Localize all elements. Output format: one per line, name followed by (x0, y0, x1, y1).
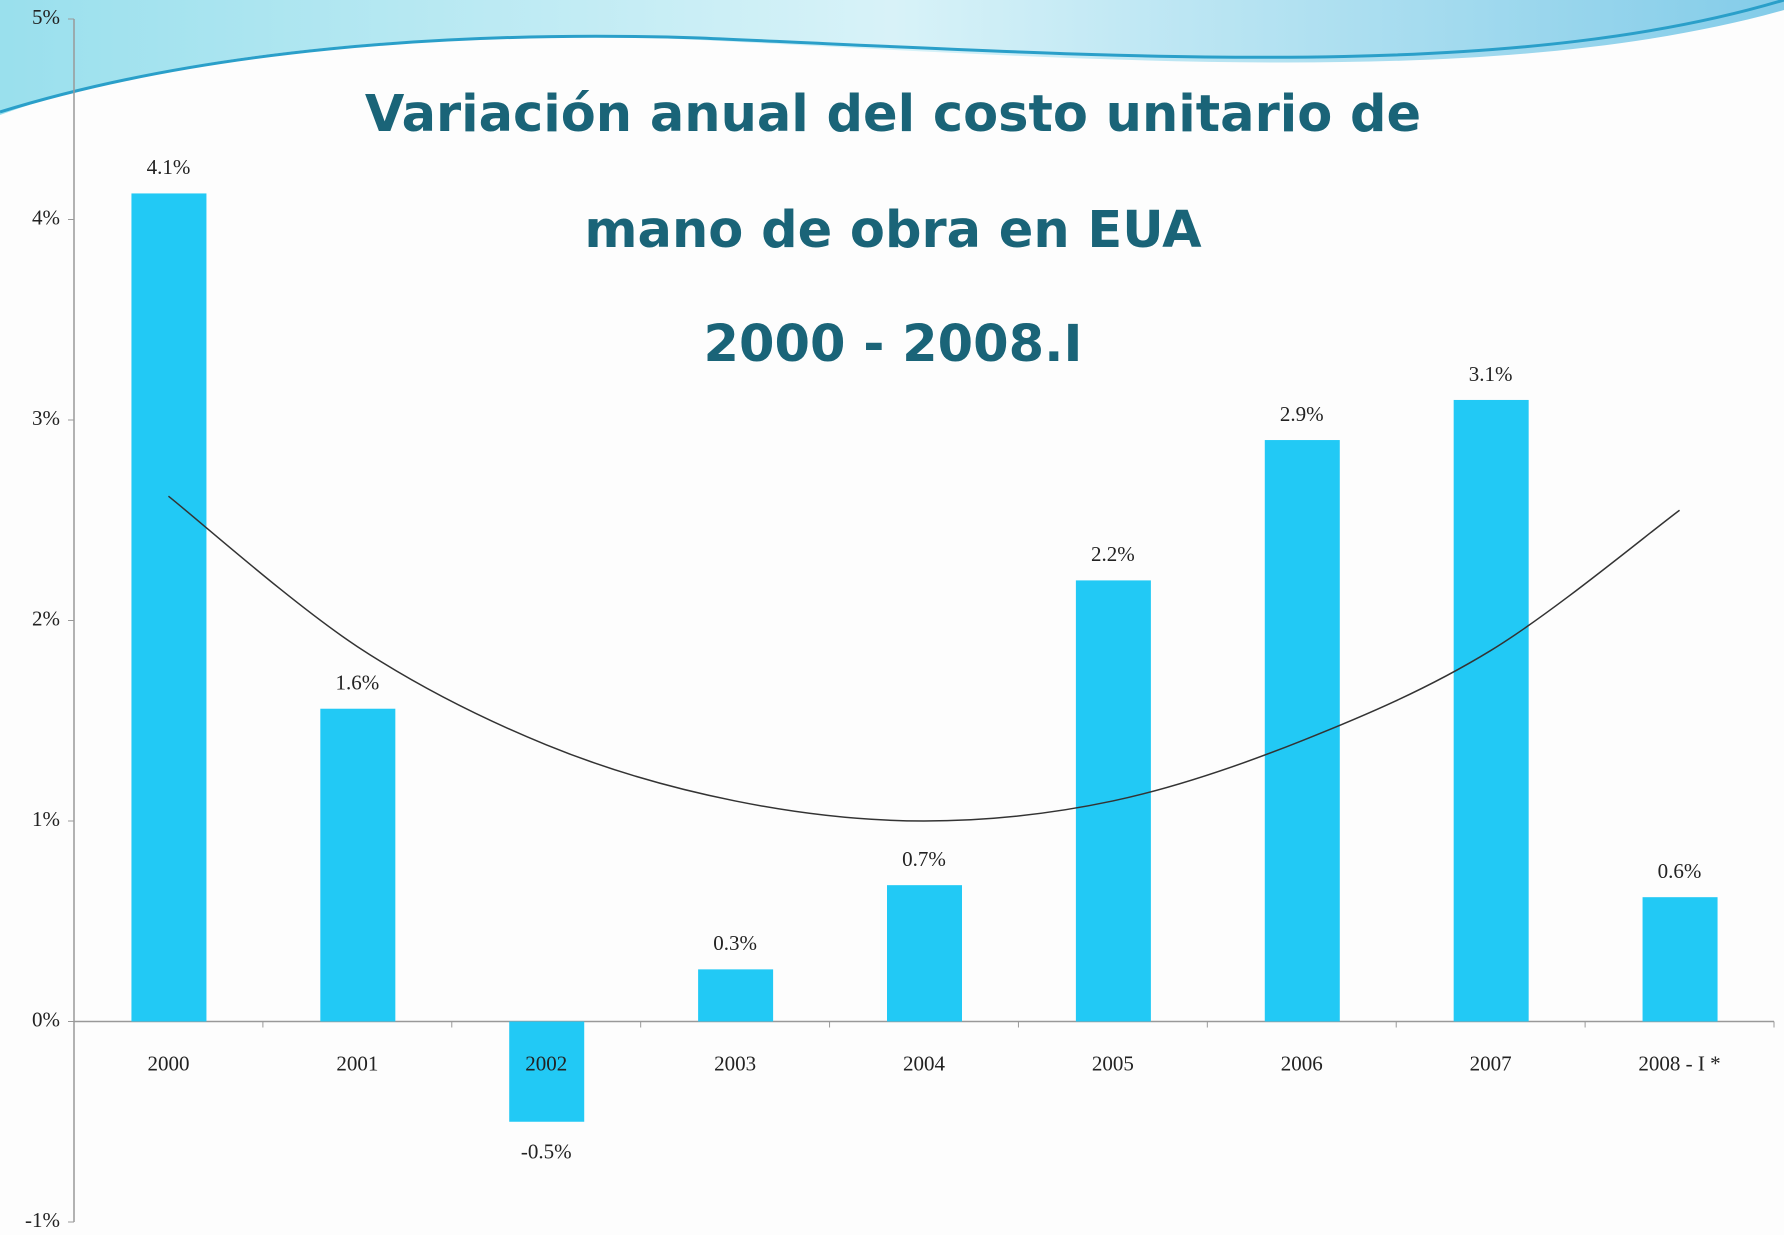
x-tick-label: 2003 (714, 1051, 756, 1075)
bar (320, 709, 395, 1022)
value-label: 0.7% (902, 847, 946, 871)
bar (131, 193, 206, 1021)
bar (698, 969, 773, 1021)
y-tick-label: 5% (32, 5, 60, 29)
y-tick-label: 0% (32, 1007, 60, 1031)
bar (1643, 897, 1718, 1021)
x-tick-label: 2008 - I * (1638, 1051, 1720, 1075)
value-label: 3.1% (1469, 362, 1513, 386)
value-label: 1.6% (335, 671, 379, 695)
value-label: 0.6% (1658, 859, 1702, 883)
x-tick-label: 2000 (147, 1051, 189, 1075)
x-tick-label: 2005 (1092, 1051, 1134, 1075)
value-label: -0.5% (521, 1140, 572, 1164)
chart-title: Variación anual del costo unitario de (365, 85, 1421, 144)
page: Variación anual del costo unitario de ma… (0, 0, 1784, 1235)
y-tick-label: 1% (32, 807, 60, 831)
y-tick-label: 3% (32, 406, 60, 430)
x-tick-label: 2001 (336, 1051, 378, 1075)
x-tick-label: 2006 (1281, 1051, 1323, 1075)
y-tick-label: 4% (32, 205, 60, 229)
x-tick-label: 2002 (525, 1051, 567, 1075)
value-label: 2.9% (1280, 402, 1324, 426)
x-tick-label: 2007 (1470, 1051, 1512, 1075)
value-label: 4.1% (147, 155, 191, 179)
value-label: 0.3% (713, 931, 757, 955)
chart: Variación anual del costo unitario de ma… (0, 0, 1784, 1235)
y-tick-label: 2% (32, 606, 60, 630)
chart-subtitle: 2000 - 2008.I (704, 315, 1083, 374)
y-tick-label: -1% (25, 1208, 60, 1232)
bar (887, 885, 962, 1021)
chart-title: mano de obra en EUA (584, 201, 1202, 260)
x-tick-label: 2004 (903, 1051, 946, 1075)
bar (1454, 400, 1529, 1022)
value-label: 2.2% (1091, 542, 1135, 566)
